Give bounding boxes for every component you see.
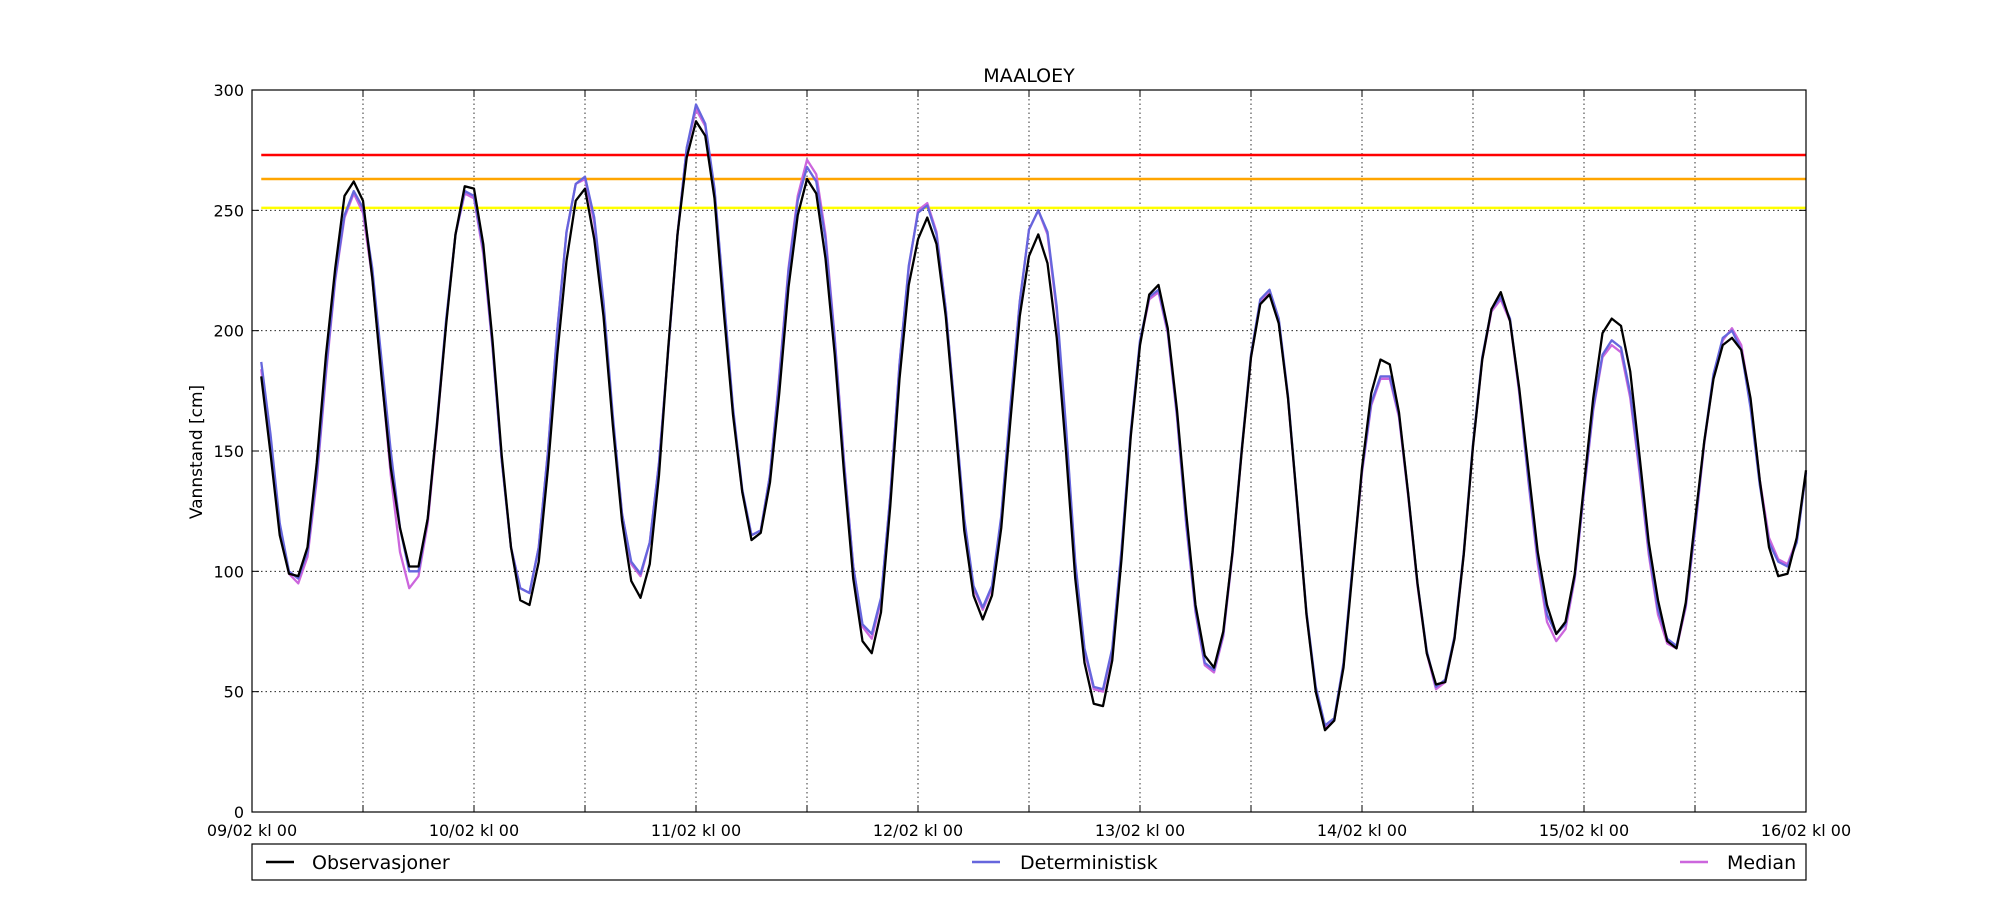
legend-label: Median: [1727, 852, 1796, 874]
y-tick-label: 200: [213, 322, 244, 341]
x-tick-label: 09/02 kl 00: [207, 821, 297, 840]
series-lines: [260, 103, 1808, 732]
axis-ticks: 09/02 kl 00 10/02 kl 00 11/02 kl 00 12/02 k…: [207, 81, 1851, 840]
x-tick-label: 12/02 kl 00: [873, 821, 963, 840]
y-tick-label: 0: [234, 803, 244, 822]
x-tick-label: 14/02 kl 00: [1317, 821, 1407, 840]
y-tick-label: 50: [224, 683, 244, 702]
y-tick-label: 300: [213, 81, 244, 100]
chart-title: MAALOEY: [983, 65, 1075, 87]
x-tick-label: 13/02 kl 00: [1095, 821, 1185, 840]
threshold-lines: [261, 153, 1806, 210]
legend-box: [251, 843, 1807, 881]
grid-lines: [252, 90, 1806, 812]
series-line-median: [260, 108, 1808, 729]
y-tick-label: 100: [213, 562, 244, 581]
x-tick-label: 11/02 kl 00: [651, 821, 741, 840]
x-tick-label: 10/02 kl 00: [429, 821, 519, 840]
x-tick-label: 16/02 kl 00: [1761, 821, 1851, 840]
x-tick-label: 15/02 kl 00: [1539, 821, 1629, 840]
y-tick-label: 150: [213, 442, 244, 461]
y-axis-label: Vannstand [cm]: [187, 385, 207, 519]
series-line-observasjoner: [260, 120, 1808, 732]
series-line-deterministisk: [260, 103, 1808, 727]
legend: Observasjoner Deterministisk Median: [251, 843, 1807, 881]
legend-label: Observasjoner: [312, 852, 450, 874]
legend-label: Deterministisk: [1020, 852, 1158, 874]
y-tick-label: 250: [213, 201, 244, 220]
